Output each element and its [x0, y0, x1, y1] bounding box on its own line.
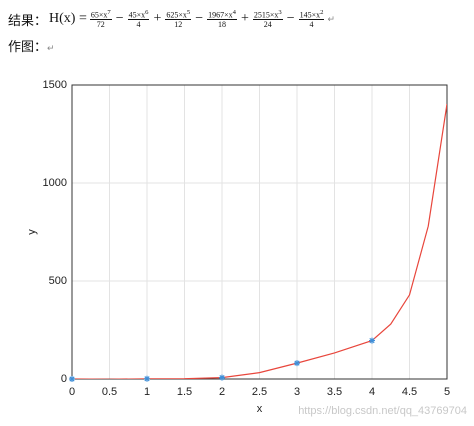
x-tick-label: 1.5 — [177, 386, 192, 398]
document: 结果： H(x) = 65×x7 72−45×x6 4 +625×x5 12−1967×… — [8, 4, 335, 55]
y-tick-label: 500 — [49, 275, 67, 287]
numerator-text: 45×x — [128, 10, 146, 20]
plot-label: 作图： — [8, 39, 48, 54]
exponent: 6 — [145, 8, 149, 16]
exponent: 4 — [232, 8, 236, 16]
denominator: 4 — [309, 20, 314, 30]
x-tick-label: 2.5 — [252, 386, 267, 398]
data-point — [369, 337, 375, 344]
data-point — [294, 360, 300, 367]
term-sign: − — [115, 11, 124, 26]
exponent: 7 — [107, 8, 111, 16]
denominator: 72 — [96, 20, 105, 30]
data-point — [69, 376, 75, 382]
axes-box — [71, 84, 448, 380]
fraction: 65×x7 72 — [89, 8, 112, 30]
term-sign: − — [286, 11, 295, 26]
x-tick-label: 5 — [444, 386, 450, 398]
x-tick-label: 0 — [69, 386, 75, 398]
denominator: 4 — [136, 20, 141, 30]
numerator: 65×x7 — [89, 8, 112, 21]
y-tick-label: 0 — [61, 373, 67, 385]
fraction: 145×x2 4 — [298, 8, 325, 30]
x-axis-label: x — [257, 403, 263, 415]
numerator: 625×x5 — [165, 8, 192, 21]
x-tick-label: 4.5 — [402, 386, 417, 398]
watermark: https://blog.csdn.net/qq_43769704 — [298, 405, 467, 417]
x-tick-label: 2 — [219, 386, 225, 398]
numerator: 2515×x3 — [252, 8, 283, 21]
data-point — [144, 375, 150, 382]
y-tick-label: 1000 — [43, 177, 67, 189]
fraction: 1967×x4 18 — [207, 9, 237, 30]
formula-line: 结果： H(x) = 65×x7 72−45×x6 4 +625×x5 12−1967×… — [8, 4, 335, 34]
exponent: 3 — [278, 8, 282, 16]
numerator-text: 1967×x — [208, 10, 233, 20]
function-name: H(x) = — [49, 11, 87, 26]
exponent: 5 — [186, 8, 191, 16]
y-tick-label: 1500 — [43, 79, 67, 91]
x-tick-label: 3 — [294, 386, 300, 398]
result-label: 结果： — [8, 12, 48, 28]
term-sign: − — [195, 11, 204, 26]
numerator: 45×x6 — [127, 8, 150, 21]
fraction: 45×x6 4 — [127, 8, 150, 30]
numerator-text: 2515×x — [253, 10, 279, 20]
numerator: 145×x2 — [298, 8, 325, 21]
x-tick-label: 3.5 — [327, 386, 342, 398]
data-point — [219, 374, 225, 381]
exponent: 2 — [320, 8, 324, 16]
x-tick-label: 0.5 — [102, 386, 117, 398]
denominator: 12 — [174, 20, 183, 30]
paragraph-mark: ↵ — [327, 13, 335, 24]
plot-line: 作图：↵ — [8, 36, 335, 55]
term-sign: + — [153, 11, 162, 26]
y-axis-label: y — [26, 229, 38, 235]
denominator: 24 — [263, 20, 272, 30]
x-tick-label: 4 — [369, 386, 375, 398]
numerator: 1967×x4 — [207, 9, 237, 21]
numerator-text: 145×x — [299, 10, 321, 20]
fraction: 625×x5 12 — [165, 8, 192, 30]
denominator: 18 — [218, 20, 227, 30]
fraction: 2515×x3 24 — [252, 8, 283, 30]
term-sign: + — [240, 11, 249, 26]
numerator-text: 625×x — [166, 10, 187, 20]
paragraph-mark: ↵ — [47, 43, 55, 53]
x-tick-label: 1 — [144, 386, 150, 398]
numerator-text: 65×x — [90, 10, 108, 20]
